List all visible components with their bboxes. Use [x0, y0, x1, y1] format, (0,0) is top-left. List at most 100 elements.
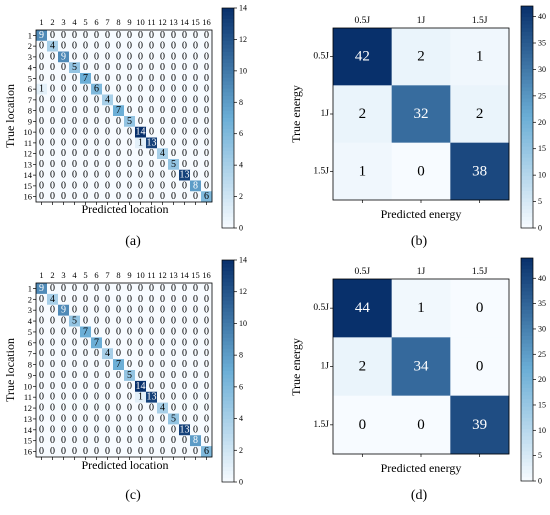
cell-value-label: 0: [160, 180, 165, 191]
cell-value-label: 0: [171, 170, 176, 181]
heatmap-cell: [47, 402, 59, 414]
cell-value-label: 0: [83, 392, 88, 403]
cell-value-label: 0: [160, 105, 165, 116]
colorbar-segment: [521, 406, 533, 411]
cell-value-label: 0: [50, 94, 55, 105]
cell-value-label: 0: [61, 326, 66, 337]
heatmap-cell: [58, 30, 70, 42]
cell-value-label: 0: [171, 41, 176, 52]
cell-value-label: 34: [414, 359, 430, 375]
cell-value-label: 0: [204, 370, 209, 381]
cell-value-label: 2: [359, 359, 367, 375]
heatmap-cell: [69, 380, 81, 393]
cell-value-label: 38: [472, 163, 487, 179]
cell-value-label: 0: [193, 403, 198, 414]
cell-value-label: 0: [50, 413, 55, 424]
cell-value-label: 0: [171, 116, 176, 127]
colorbar-segment: [222, 282, 234, 287]
colorbar-segment: [521, 50, 533, 55]
heatmap-cell: [36, 283, 48, 295]
cell-value-label: 0: [116, 413, 121, 424]
heatmap-cell: [58, 62, 70, 74]
cell-value-label: 9: [39, 30, 44, 41]
cell-value-label: 0: [204, 73, 209, 84]
cell-value-label: 0: [39, 413, 44, 424]
heatmap-cell: [102, 51, 114, 63]
heatmap-cell: [91, 51, 103, 63]
cell-value-label: 0: [61, 413, 66, 424]
colorbar-segment: [521, 24, 533, 29]
cell-value-label: 0: [182, 127, 187, 138]
heatmap-cell: [80, 337, 92, 349]
cell-value-label: 0: [182, 51, 187, 62]
heatmap-cell: [80, 402, 92, 414]
colorbar-segment: [222, 470, 234, 475]
colorbar-tick-label: 15: [538, 144, 546, 153]
cell-value-label: 0: [138, 370, 143, 381]
heatmap-cell: [58, 148, 70, 160]
heatmap-cell: [102, 159, 114, 171]
cell-value-label: 0: [204, 180, 209, 191]
heatmap-cell: [80, 62, 92, 74]
cell-value-label: 0: [61, 435, 66, 446]
heatmap-cell: [47, 359, 59, 371]
colorbar-segment: [521, 287, 533, 292]
cell-value-label: 0: [61, 148, 66, 159]
heatmap-cell: [146, 402, 158, 414]
heatmap-cell: [58, 159, 70, 171]
cell-value-label: 0: [105, 424, 110, 435]
cell-value-label: 0: [182, 348, 187, 359]
heatmap-cell: [146, 126, 158, 138]
cell-value-label: 0: [160, 94, 165, 105]
colorbar-tick-label: 4: [239, 161, 243, 170]
heatmap-cell: [168, 391, 180, 403]
cell-value-label: 5: [72, 316, 77, 327]
colorbar-segment: [521, 310, 533, 315]
cell-value-label: 0: [72, 84, 77, 95]
heatmap-cell: [58, 137, 70, 149]
cell-value-label: 0: [171, 105, 176, 116]
cell-value-label: 0: [171, 30, 176, 41]
cell-value-label: 0: [171, 337, 176, 348]
heatmap-cell: [190, 304, 202, 316]
cell-value-label: 0: [83, 51, 88, 62]
heatmap-cell: [157, 137, 169, 149]
cell-value-label: 4: [50, 294, 55, 305]
heatmap-cell: [36, 94, 48, 106]
cell-value-label: 0: [39, 392, 44, 403]
cell-value-label: 0: [39, 94, 44, 105]
colorbar-segment: [521, 17, 533, 22]
heatmap-cell: [146, 424, 158, 436]
heatmap-cell: [135, 180, 147, 192]
colorbar-segment: [521, 161, 533, 166]
cell-value-label: 0: [61, 370, 66, 381]
cell-value-label: 0: [83, 283, 88, 294]
heatmap-cell: [36, 83, 48, 95]
heatmap-cell: [157, 51, 169, 63]
heatmap-cell: [179, 370, 191, 382]
heatmap-cell: [113, 359, 125, 371]
heatmap-cell: [113, 326, 125, 338]
colorbar-segment: [521, 68, 533, 73]
heatmap-cell: [146, 191, 158, 203]
heatmap-cell: [157, 446, 169, 458]
heatmap-cell: [179, 159, 191, 171]
y-tick-label: 6: [28, 338, 32, 348]
y-tick-label: 4: [28, 63, 33, 73]
x-axis-title: Predicted location: [82, 202, 169, 216]
colorbar-tick-label: 6: [239, 382, 243, 391]
heatmap-cell: [333, 337, 392, 396]
colorbar-segment: [222, 337, 234, 342]
colorbar-segment: [222, 293, 234, 298]
colorbar-segment: [222, 371, 234, 376]
colorbar-segment: [521, 216, 533, 221]
heatmap-cell: [179, 304, 191, 316]
cell-value-label: 0: [149, 326, 154, 337]
y-axis-title: True energy: [289, 338, 303, 396]
y-tick-label: 1: [28, 30, 32, 40]
heatmap-cell: [80, 380, 92, 393]
heatmap-cell: [168, 137, 180, 149]
heatmap-cell: [113, 180, 125, 192]
colorbar-segment: [222, 260, 234, 265]
x-tick-label: 14: [180, 17, 189, 27]
